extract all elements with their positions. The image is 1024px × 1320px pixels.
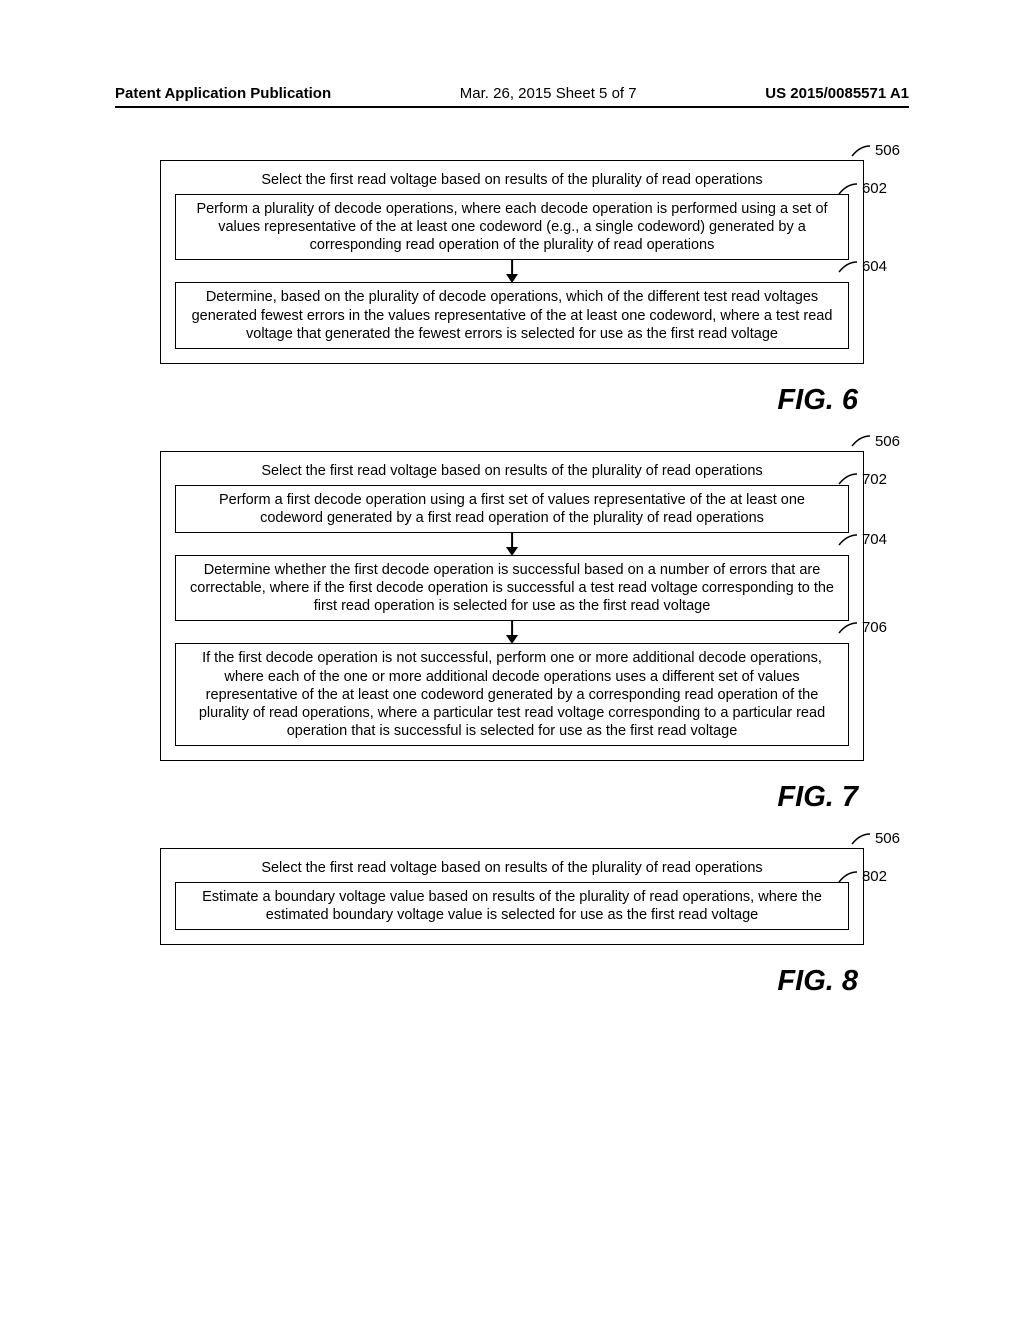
arrow-icon: 704: [175, 533, 849, 555]
header-left: Patent Application Publication: [115, 85, 331, 102]
fig8-title: Select the first read voltage based on r…: [175, 857, 849, 882]
fig6-caption: FIG. 6: [160, 384, 864, 417]
patent-page: Patent Application Publication Mar. 26, …: [0, 0, 1024, 1320]
fig7-caption: FIG. 7: [160, 781, 864, 814]
fig6-outer-ref: 506: [850, 142, 900, 159]
fig7-step3-ref: 706: [837, 619, 887, 636]
fig7-step2: Determine whether the first decode opera…: [175, 555, 849, 621]
fig7-container: Select the first read voltage based on r…: [160, 451, 864, 761]
header-right: US 2015/0085571 A1: [765, 85, 909, 102]
fig6-step1: Perform a plurality of decode operations…: [175, 194, 849, 260]
header-mid: Mar. 26, 2015 Sheet 5 of 7: [460, 85, 637, 102]
fig7-step2-ref: 704: [837, 531, 887, 548]
fig6-step2: Determine, based on the plurality of dec…: [175, 282, 849, 348]
fig8-outer-ref: 506: [850, 830, 900, 847]
fig6-step2-ref: 604: [837, 258, 887, 275]
fig7-title: Select the first read voltage based on r…: [175, 460, 849, 485]
content-area: 506 Select the first read voltage based …: [160, 160, 864, 1032]
page-header: Patent Application Publication Mar. 26, …: [115, 85, 909, 108]
fig7-step1: Perform a first decode operation using a…: [175, 485, 849, 533]
fig8-container: Select the first read voltage based on r…: [160, 848, 864, 945]
fig6-container: Select the first read voltage based on r…: [160, 160, 864, 364]
fig7-outer-ref: 506: [850, 433, 900, 450]
arrow-icon: 706: [175, 621, 849, 643]
fig6-title: Select the first read voltage based on r…: [175, 169, 849, 194]
fig7-step3: If the first decode operation is not suc…: [175, 643, 849, 746]
fig8-caption: FIG. 8: [160, 965, 864, 998]
fig8-step1: Estimate a boundary voltage value based …: [175, 882, 849, 930]
arrow-icon: 604: [175, 260, 849, 282]
